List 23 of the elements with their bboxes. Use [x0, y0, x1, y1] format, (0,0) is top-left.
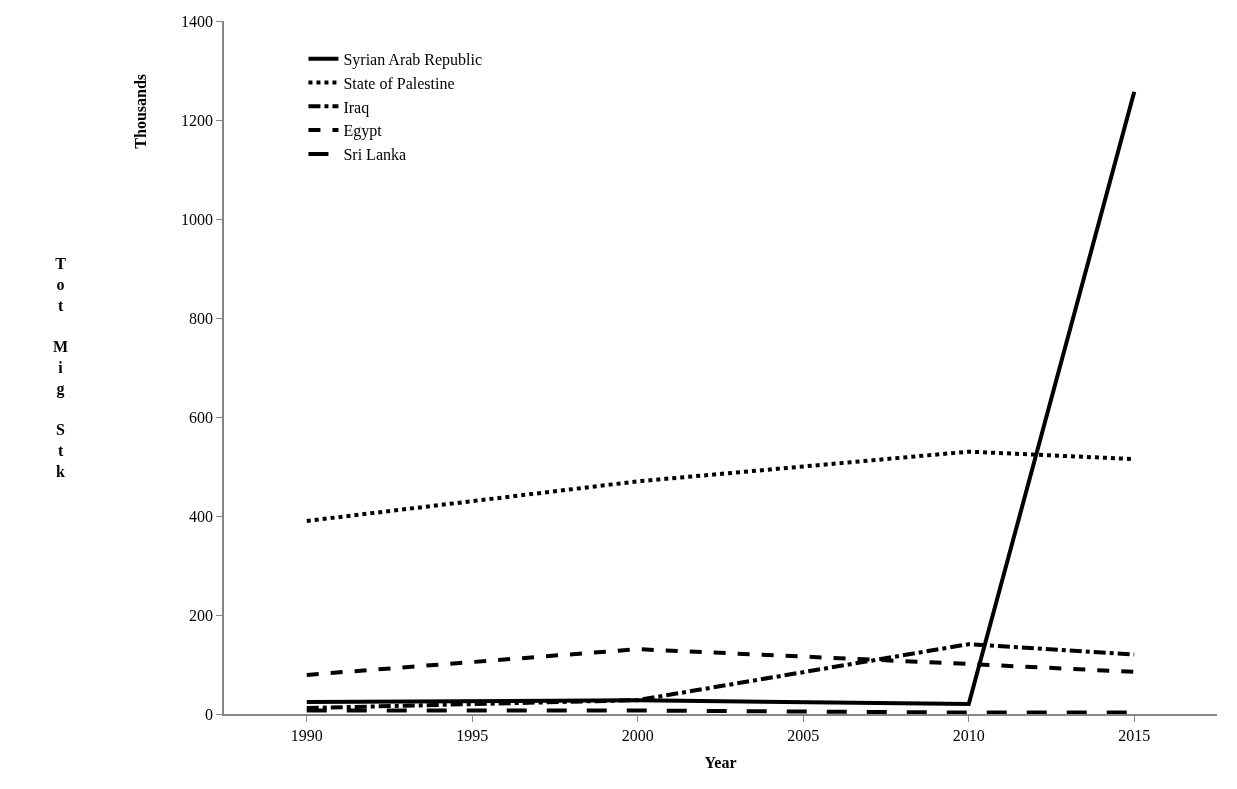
y-tick-label: 800	[189, 309, 214, 327]
y-tick-label: 1400	[181, 12, 214, 30]
text: Thousands	[131, 73, 149, 149]
text: Tot Mig Stk	[53, 255, 69, 480]
x-tick-label: 2000	[621, 726, 654, 744]
x-axis-title: Year	[704, 754, 737, 772]
legend-label: Syrian Arab Republic	[343, 50, 483, 69]
legend-label: Iraq	[343, 98, 370, 117]
y-tick-label: 200	[189, 606, 214, 624]
y-tick-label: 600	[189, 408, 214, 426]
legend-label: Sri Lanka	[343, 146, 407, 164]
y-tick-label: 1200	[181, 111, 214, 129]
x-tick-label: 2005	[787, 726, 820, 744]
line-series	[304, 89, 1137, 707]
x-tick-label: 1995	[456, 726, 489, 744]
y-tick-label: 0	[205, 705, 214, 723]
legend-label: State of Palestine	[343, 74, 455, 92]
x-tick-label: 2015	[1118, 726, 1151, 744]
y-tick-label: 1000	[181, 210, 214, 228]
x-tick-label: 1990	[290, 726, 323, 744]
y-tick-label: 400	[189, 507, 214, 525]
x-tick-label: 2010	[952, 726, 985, 744]
legend-label: Egypt	[343, 122, 383, 141]
